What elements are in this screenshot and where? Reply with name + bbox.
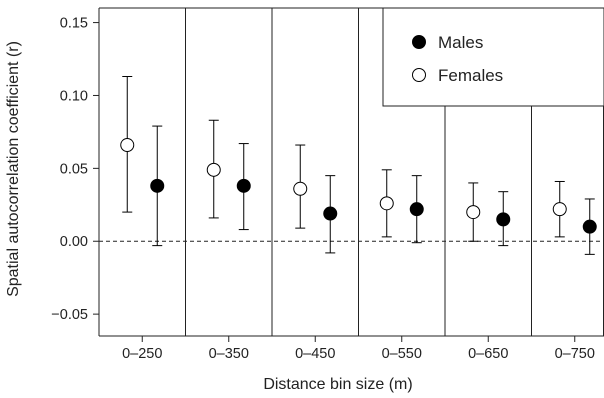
- data-points: [120, 76, 597, 255]
- x-tick-label-2: 0–450: [295, 346, 335, 362]
- x-tick-label-0: 0–250: [122, 346, 162, 362]
- y-tick-label-2: 0.05: [60, 161, 88, 177]
- x-tick-label-4: 0–650: [468, 346, 508, 362]
- males-point-2: [323, 206, 338, 221]
- y-axis-label: Spatial autocorrelation coefficient (r): [5, 41, 22, 297]
- legend-marker-0: [412, 35, 426, 49]
- males-point-3: [409, 202, 424, 217]
- y-tick-label-4: −0.05: [51, 307, 88, 323]
- x-axis-label: Distance bin size (m): [263, 376, 412, 393]
- x-tick-label-1: 0–350: [209, 346, 249, 362]
- legend-label-0: Males: [438, 33, 483, 52]
- y-tick-label-0: 0.15: [60, 16, 88, 32]
- x-tick-label-3: 0–550: [382, 346, 422, 362]
- females-point-4: [466, 205, 481, 220]
- females-point-1: [206, 162, 221, 177]
- legend-label-1: Females: [438, 66, 503, 85]
- males-point-4: [496, 212, 511, 227]
- males-point-5: [582, 219, 597, 234]
- legend-marker-1: [412, 68, 426, 82]
- x-tick-label-5: 0–750: [555, 346, 595, 362]
- axes: 0.15 0.10 0.05 0.00 −0.05 0–250 0–350 0–450 0–55…: [51, 7, 604, 362]
- legend: Males Females: [382, 7, 604, 107]
- y-tick-label-3: 0.00: [60, 234, 88, 250]
- males-point-0: [150, 178, 165, 193]
- females-point-3: [379, 196, 394, 211]
- legend-box: [382, 7, 604, 107]
- females-point-0: [120, 138, 135, 153]
- males-point-1: [236, 178, 251, 193]
- females-point-5: [552, 202, 567, 217]
- y-tick-label-1: 0.10: [60, 88, 88, 104]
- females-point-2: [293, 181, 308, 196]
